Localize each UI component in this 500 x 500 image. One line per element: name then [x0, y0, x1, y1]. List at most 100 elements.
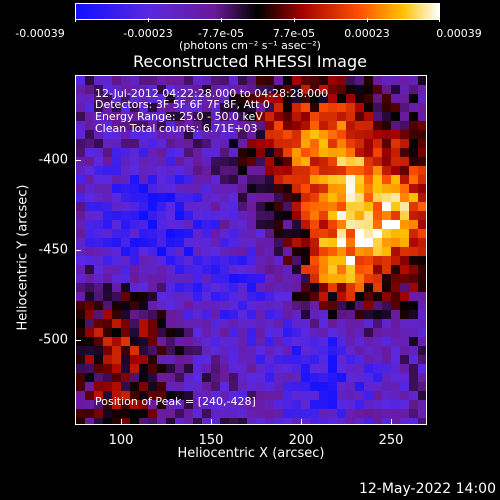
image-pixel [76, 301, 85, 310]
image-pixel [400, 193, 409, 202]
image-pixel [328, 364, 337, 373]
image-pixel [202, 373, 211, 382]
image-pixel [337, 175, 346, 184]
image-pixel [85, 184, 94, 193]
image-pixel [238, 112, 247, 121]
image-pixel [355, 157, 364, 166]
image-pixel [364, 130, 373, 139]
image-pixel [103, 103, 112, 112]
image-pixel [220, 103, 229, 112]
image-pixel [328, 175, 337, 184]
image-pixel [319, 139, 328, 148]
image-pixel [391, 355, 400, 364]
image-pixel [382, 400, 391, 409]
image-pixel [166, 103, 175, 112]
image-pixel [175, 274, 184, 283]
image-pixel [238, 310, 247, 319]
image-pixel [256, 238, 265, 247]
image-pixel [247, 391, 256, 400]
image-pixel [238, 175, 247, 184]
image-pixel [148, 418, 157, 424]
image-pixel [409, 310, 418, 319]
image-pixel [76, 130, 85, 139]
image-pixel [76, 112, 85, 121]
image-pixel [355, 139, 364, 148]
image-pixel [112, 184, 121, 193]
image-pixel [400, 148, 409, 157]
image-pixel [175, 211, 184, 220]
image-pixel [139, 337, 148, 346]
image-pixel [130, 337, 139, 346]
image-pixel [391, 247, 400, 256]
image-pixel [265, 391, 274, 400]
image-pixel [112, 103, 121, 112]
image-pixel [382, 256, 391, 265]
image-pixel [148, 175, 157, 184]
image-pixel [301, 220, 310, 229]
image-pixel [112, 391, 121, 400]
image-pixel [112, 283, 121, 292]
image-pixel [400, 319, 409, 328]
y-tickmark [75, 250, 81, 251]
image-pixel [121, 301, 130, 310]
image-pixel [121, 364, 130, 373]
image-pixel [130, 418, 139, 424]
image-pixel [229, 310, 238, 319]
image-pixel [139, 283, 148, 292]
y-tick-label: -400 [38, 152, 68, 168]
image-pixel [175, 220, 184, 229]
image-pixel [400, 220, 409, 229]
image-pixel [139, 418, 148, 424]
image-pixel [328, 301, 337, 310]
image-pixel [274, 220, 283, 229]
image-pixel [247, 157, 256, 166]
image-pixel [283, 94, 292, 103]
image-pixel [148, 112, 157, 121]
image-pixel [247, 220, 256, 229]
image-pixel [94, 94, 103, 103]
image-pixel [310, 400, 319, 409]
image-pixel [85, 391, 94, 400]
image-pixel [337, 238, 346, 247]
image-pixel [355, 211, 364, 220]
image-pixel [166, 391, 175, 400]
image-pixel [400, 166, 409, 175]
image-pixel [130, 328, 139, 337]
image-pixel [166, 130, 175, 139]
image-pixel [382, 310, 391, 319]
image-pixel [409, 292, 418, 301]
image-pixel [94, 166, 103, 175]
image-pixel [400, 346, 409, 355]
image-pixel [175, 175, 184, 184]
image-pixel [400, 292, 409, 301]
image-pixel [418, 292, 426, 301]
image-pixel [418, 220, 426, 229]
image-pixel [409, 400, 418, 409]
image-pixel [382, 121, 391, 130]
image-pixel [220, 166, 229, 175]
image-pixel [211, 337, 220, 346]
image-pixel [274, 247, 283, 256]
image-pixel [103, 139, 112, 148]
image-pixel [238, 265, 247, 274]
image-pixel [76, 238, 85, 247]
image-pixel [157, 166, 166, 175]
image-pixel [103, 247, 112, 256]
image-pixel [130, 319, 139, 328]
image-pixel [238, 274, 247, 283]
image-pixel [400, 175, 409, 184]
image-pixel [337, 409, 346, 418]
image-pixel [103, 220, 112, 229]
image-pixel [148, 130, 157, 139]
image-pixel [130, 76, 139, 85]
image-pixel [382, 112, 391, 121]
image-pixel [121, 256, 130, 265]
image-pixel [400, 373, 409, 382]
image-pixel [76, 175, 85, 184]
image-pixel [265, 220, 274, 229]
image-pixel [166, 157, 175, 166]
image-pixel [265, 256, 274, 265]
image-pixel [391, 337, 400, 346]
image-pixel [247, 256, 256, 265]
image-pixel [319, 202, 328, 211]
